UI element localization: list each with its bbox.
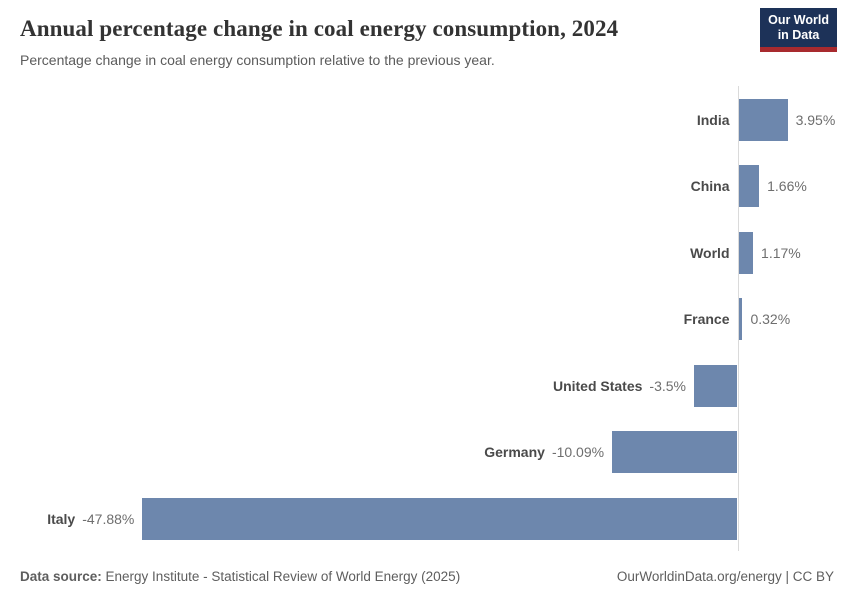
value-label-germany: -10.09%	[551, 444, 605, 460]
label-group-united-states: United States -3.5%	[553, 365, 686, 407]
value-label-united-states: -3.5%	[649, 377, 686, 394]
country-label-world: World	[690, 244, 730, 261]
bar-india[interactable]	[738, 98, 788, 141]
country-label-india: India	[696, 111, 730, 128]
value-label-china: 1.66%	[767, 178, 807, 194]
value-label-india: 3.95%	[795, 111, 836, 128]
value-label-france: 0.32%	[750, 311, 791, 327]
chart-title: Annual percentage change in coal energy …	[20, 16, 619, 41]
bar-world[interactable]	[738, 231, 754, 274]
country-label-china: China	[690, 178, 730, 194]
country-label-united-states: United States	[552, 377, 643, 394]
bar-france[interactable]	[738, 298, 743, 340]
bar-germany[interactable]	[612, 431, 738, 473]
bar-china[interactable]	[738, 165, 760, 207]
country-label-france: France	[683, 311, 730, 327]
label-group-italy: Italy -47.88%	[47, 498, 134, 540]
chart-footer: Data source: Energy Institute - Statisti…	[20, 569, 834, 584]
bar-united-states[interactable]	[693, 364, 738, 407]
owid-logo-line2: in Data	[777, 27, 820, 42]
owid-url-license-link[interactable]: OurWorldinData.org/energy | CC BY	[616, 569, 834, 584]
bar-italy[interactable]	[142, 497, 738, 540]
country-label-germany: Germany	[484, 444, 545, 460]
data-source-note: Data source: Energy Institute - Statisti…	[20, 569, 460, 584]
country-label-italy: Italy	[47, 510, 76, 527]
value-label-italy: -47.88%	[82, 510, 135, 527]
data-source-text: Energy Institute - Statistical Review of…	[101, 569, 461, 584]
owid-logo[interactable]: Our World in Data	[760, 8, 837, 52]
data-source-label: Data source:	[20, 569, 102, 584]
chart-subtitle: Percentage change in coal energy consump…	[20, 52, 495, 68]
value-label-world: 1.17%	[761, 244, 801, 261]
label-group-germany: Germany -10.09%	[484, 431, 604, 473]
zero-axis-line	[737, 86, 739, 551]
owid-logo-line1: Our World	[768, 13, 829, 27]
